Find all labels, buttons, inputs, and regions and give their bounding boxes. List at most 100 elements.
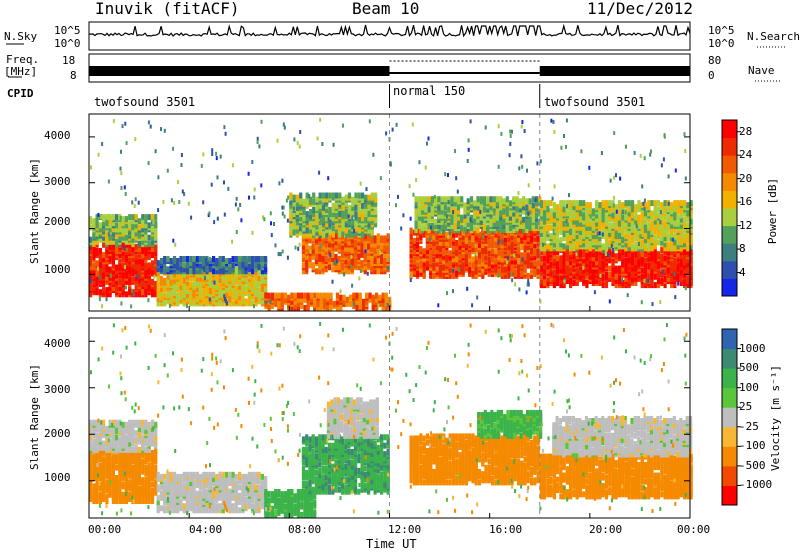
power-cell xyxy=(634,204,638,211)
power-noise-cell xyxy=(339,289,342,294)
power-cell xyxy=(381,292,385,299)
power-cell xyxy=(202,294,206,301)
power-cell xyxy=(137,245,141,252)
power-cell xyxy=(647,200,651,207)
power-cell xyxy=(322,292,327,299)
power-cell xyxy=(98,262,102,269)
power-cell xyxy=(572,200,576,207)
power-cell xyxy=(556,204,560,211)
power-cell xyxy=(604,214,609,221)
power-cell xyxy=(427,206,431,213)
power-cell xyxy=(522,216,526,223)
power-noise-cell xyxy=(172,146,174,151)
power-cell xyxy=(169,294,173,301)
power-cell xyxy=(575,200,579,207)
power-noise-cell xyxy=(260,119,263,124)
power-cell xyxy=(656,239,661,246)
power-noise-cell xyxy=(120,171,123,176)
power-cell xyxy=(601,273,605,280)
power-cell xyxy=(656,269,661,276)
power-cell xyxy=(202,290,206,297)
power-noise-cell xyxy=(180,153,183,157)
power-cell xyxy=(341,196,345,203)
power-cell xyxy=(115,283,119,289)
power-noise-cell xyxy=(482,234,485,239)
power-noise-cell xyxy=(142,214,144,219)
power-cell xyxy=(121,256,125,263)
power-cell xyxy=(182,281,186,288)
power-noise-cell xyxy=(659,210,662,215)
power-cell xyxy=(238,283,242,290)
power-cell xyxy=(176,271,180,278)
power-cell xyxy=(202,279,206,286)
power-cell xyxy=(517,258,521,265)
power-cell xyxy=(95,268,99,275)
power-cell xyxy=(92,278,96,285)
power-cell xyxy=(221,273,225,280)
power-noise-cell xyxy=(411,122,414,127)
power-noise-cell xyxy=(251,230,254,235)
power-cell xyxy=(128,245,132,252)
power-noise-cell xyxy=(650,149,652,154)
power-cell xyxy=(260,283,264,290)
power-cell xyxy=(92,218,96,225)
power-cell xyxy=(373,235,377,242)
power-noise-cell xyxy=(667,201,670,206)
power-cell xyxy=(128,278,132,285)
power-noise-cell xyxy=(248,195,250,200)
power-noise-cell xyxy=(467,138,470,143)
power-cell xyxy=(111,258,115,265)
nsky-panel-frame xyxy=(88,21,691,51)
power-cell xyxy=(166,277,170,284)
power-noise-cell xyxy=(209,256,211,261)
power-noise-cell xyxy=(621,278,624,282)
power-cell xyxy=(228,275,232,282)
power-cell xyxy=(305,211,309,218)
power-noise-cell xyxy=(153,274,156,279)
power-cell xyxy=(494,258,498,265)
power-cell xyxy=(526,252,530,259)
power-cell xyxy=(533,260,537,267)
power-cell xyxy=(312,192,316,199)
power-cell xyxy=(370,192,374,199)
power-cell xyxy=(683,200,687,207)
power-noise-cell xyxy=(547,230,550,235)
power-noise-cell xyxy=(352,302,355,307)
power-cell xyxy=(471,235,475,242)
power-cell xyxy=(238,290,242,297)
power-cell xyxy=(335,292,340,299)
power-cell xyxy=(326,292,330,299)
power-cell xyxy=(312,207,316,213)
power-noise-cell xyxy=(563,279,566,284)
power-noise-cell xyxy=(683,132,686,137)
power-cell xyxy=(134,222,138,229)
power-cell xyxy=(92,285,96,292)
power-cell xyxy=(300,292,304,299)
power-cell xyxy=(601,243,605,250)
power-cell xyxy=(182,256,186,262)
power-cell xyxy=(134,262,138,269)
power-noise-cell xyxy=(168,303,171,308)
power-cell xyxy=(169,258,173,264)
power-noise-cell xyxy=(278,181,281,186)
power-noise-cell xyxy=(639,234,642,239)
power-cell xyxy=(357,207,361,213)
power-noise-cell xyxy=(326,232,329,237)
power-cell xyxy=(154,214,158,221)
power-noise-cell xyxy=(602,249,605,254)
power-cell xyxy=(179,266,183,273)
power-noise-cell xyxy=(253,304,255,309)
power-cell xyxy=(666,241,670,248)
power-cell xyxy=(124,270,128,277)
power-noise-cell xyxy=(240,218,243,223)
power-cell xyxy=(487,250,491,257)
power-noise-cell xyxy=(497,124,500,129)
power-noise-cell xyxy=(552,120,555,124)
power-cell xyxy=(432,262,436,269)
power-cell xyxy=(354,211,358,218)
power-noise-cell xyxy=(452,210,455,215)
power-noise-cell xyxy=(208,211,211,216)
power-noise-cell xyxy=(612,248,614,252)
power-cell xyxy=(676,214,680,221)
power-cell xyxy=(345,296,349,303)
